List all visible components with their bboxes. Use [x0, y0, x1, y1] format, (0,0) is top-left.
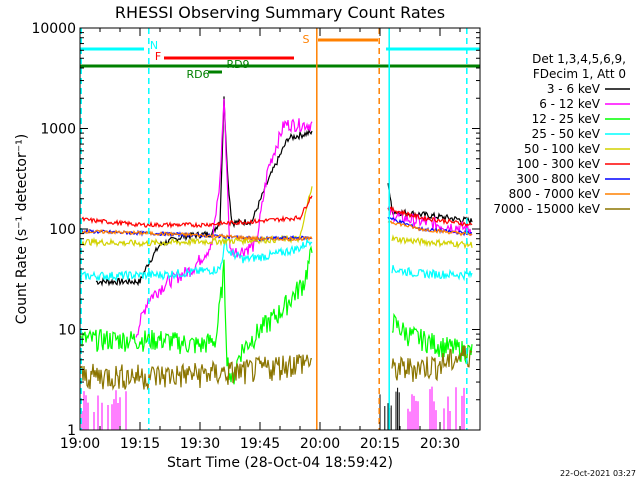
series-line-1-after — [387, 183, 473, 226]
series-line-8-after — [387, 220, 473, 237]
series-line-6-after — [387, 206, 473, 228]
x-tick-label: 20:15 — [360, 436, 400, 452]
legend-entry-label: 100 - 300 keV — [516, 157, 600, 171]
y-tick-label: 100 — [49, 222, 76, 238]
flag-label-f: F — [155, 50, 161, 63]
series-line-6 — [79, 195, 313, 229]
chart-title: RHESSI Observing Summary Count Rates — [115, 3, 445, 22]
legend-entry-label: 3 - 6 keV — [547, 82, 601, 96]
flag-label-s: S — [303, 33, 310, 46]
series-line-2 — [135, 98, 313, 338]
x-tick-label: 19:45 — [240, 436, 280, 452]
y-tick-label: 10 — [58, 323, 76, 339]
y-tick-label: 10000 — [31, 21, 76, 37]
legend-header-line: Det 1,3,4,5,6,9, — [532, 52, 626, 66]
y-tick-label: 1 — [67, 423, 76, 439]
timestamp-annotation: 22-Oct-2021 03:27 — [560, 469, 636, 478]
x-tick-label: 19:30 — [180, 436, 220, 452]
y-tick-label: 1000 — [40, 122, 76, 138]
legend-entry-label: 12 - 25 keV — [532, 112, 601, 126]
x-tick-label: 19:15 — [120, 436, 160, 452]
legend-entry-label: 6 - 12 keV — [539, 97, 601, 111]
series-layer — [79, 96, 473, 430]
x-axis: 19:00 19:15 19:30 19:45 20:00 20:15 20:30 — [60, 28, 481, 452]
legend-header-line: FDecim 1, Att 0 — [533, 67, 626, 81]
flag-label-rd6: RD6 — [186, 68, 209, 81]
series-line-9-after — [391, 345, 473, 382]
legend: Det 1,3,4,5,6,9,FDecim 1, Att 03 - 6 keV… — [493, 52, 630, 216]
x-tick-label: 19:00 — [60, 436, 100, 452]
legend-entry-label: 300 - 800 keV — [516, 172, 600, 186]
legend-entry-label: 50 - 100 keV — [524, 142, 601, 156]
series-line-5 — [79, 186, 313, 248]
legend-entry-label: 25 - 50 keV — [532, 127, 601, 141]
series-line-5-after — [391, 234, 473, 250]
y-axis-label: Count Rate (s⁻¹ detector⁻¹) — [14, 134, 30, 324]
legend-entry-label: 7000 - 15000 keV — [493, 202, 600, 216]
y-axis: 1 10 100 1000 10000 — [31, 21, 480, 439]
x-axis-label: Start Time (28-Oct-04 18:59:42) — [167, 455, 393, 471]
series-line-8 — [79, 228, 313, 242]
legend-entry-label: 800 - 7000 keV — [509, 187, 601, 201]
series-line-3-after — [391, 312, 473, 365]
series-line-4-after — [391, 265, 473, 282]
x-tick-label: 20:00 — [300, 436, 340, 452]
series-line-1 — [95, 96, 313, 287]
series-line-3 — [79, 245, 313, 385]
series-line-4 — [79, 237, 313, 282]
flag-bars: NFSRD9RD6 — [80, 33, 480, 81]
x-tick-label: 20:30 — [420, 436, 460, 452]
flag-label-n: N — [150, 39, 158, 52]
series-line-9 — [79, 354, 313, 391]
